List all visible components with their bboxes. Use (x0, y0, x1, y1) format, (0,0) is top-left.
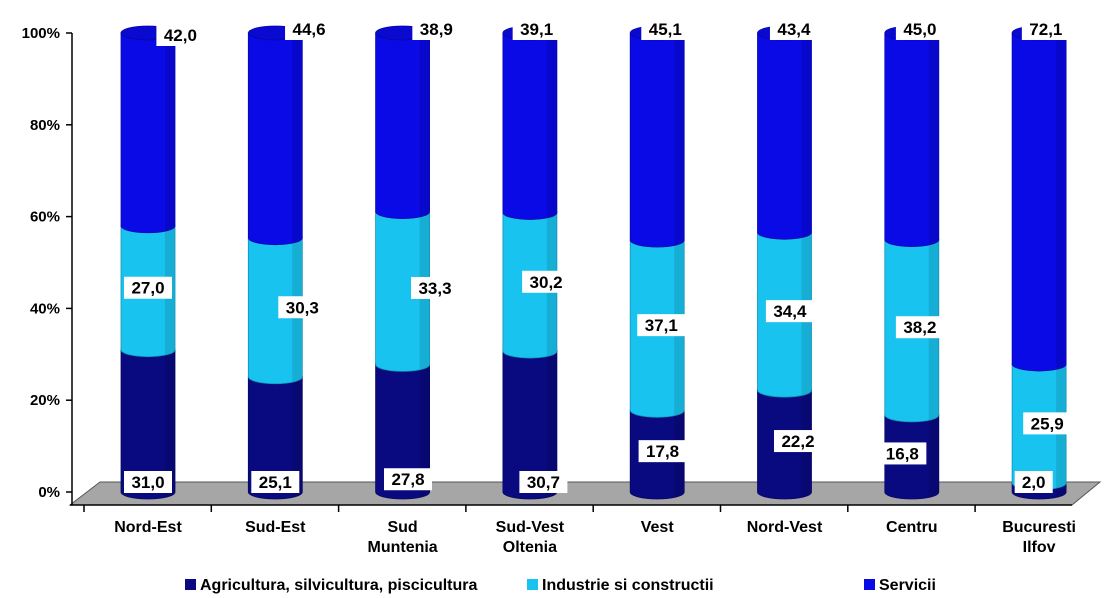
y-tick-label: 100% (22, 25, 60, 42)
legend-swatch (864, 579, 875, 590)
data-label: 43,4 (777, 20, 811, 39)
x-tick-label: Ilfov (1023, 539, 1056, 556)
data-label-bg (251, 471, 300, 493)
data-label-bg (769, 18, 818, 40)
data-label-bg (1021, 18, 1070, 40)
data-label-bg (384, 468, 432, 491)
bar-shade (546, 33, 557, 219)
y-tick-label: 60% (30, 209, 60, 226)
x-tick-label: Bucuresti (1002, 519, 1076, 536)
data-label: 31,0 (131, 473, 164, 492)
data-label-bg (895, 18, 944, 40)
legend-swatch (185, 579, 196, 590)
bar-shade (1056, 33, 1067, 370)
data-label: 30,7 (527, 473, 560, 492)
data-label-bg (522, 270, 571, 293)
data-label: 38,9 (420, 20, 453, 39)
bar-shade (928, 414, 939, 498)
x-tick-label: Muntenia (367, 539, 437, 556)
data-label: 45,0 (903, 20, 936, 39)
bar-shade (801, 33, 812, 238)
data-label-bg (285, 18, 334, 40)
data-label: 39,1 (520, 20, 553, 39)
data-label: 37,1 (645, 316, 678, 335)
bar-shade (419, 33, 430, 218)
data-label: 27,8 (391, 470, 424, 489)
bar-shade (928, 33, 939, 246)
y-tick-label: 0% (38, 484, 60, 501)
data-label: 2,0 (1022, 473, 1046, 492)
data-label: 30,2 (530, 273, 563, 292)
x-tick-label: Sud (387, 519, 417, 536)
bar-shade (165, 33, 176, 232)
x-tick-label: Nord-Vest (747, 519, 823, 536)
data-label-bg (412, 18, 461, 40)
data-label-bg (411, 276, 459, 299)
data-label: 17,8 (646, 442, 679, 461)
x-tick-label: Sud-Est (245, 519, 306, 536)
data-label-bg (278, 296, 327, 319)
bar-shade (292, 33, 303, 244)
data-label-bg (124, 471, 172, 493)
y-tick-label: 80% (30, 117, 60, 134)
legend-label: Industrie si constructii (542, 577, 714, 594)
data-label: 45,1 (649, 20, 682, 39)
floor-plane (68, 481, 1102, 506)
legend-label: Servicii (879, 577, 936, 594)
data-label: 38,2 (903, 318, 936, 337)
y-tick-label: 40% (30, 300, 60, 317)
data-label: 42,0 (164, 26, 197, 45)
x-tick-label: Vest (641, 519, 675, 536)
data-label-bg (156, 24, 205, 46)
data-label-bg (765, 300, 814, 323)
data-label-bg (637, 314, 686, 337)
data-label-bg (641, 18, 690, 40)
data-label: 27,0 (131, 279, 164, 298)
data-label-bg (1023, 412, 1072, 435)
data-label-bg (519, 471, 568, 493)
x-tick-label: Sud-Vest (496, 519, 565, 536)
chart-floor (68, 481, 1102, 506)
data-label-bg (512, 18, 561, 40)
y-axis: 0% 20% 40% 60% 80% 100% (22, 25, 1072, 512)
data-label-bg (1014, 471, 1053, 493)
x-tick-label: Centru (886, 519, 938, 536)
data-label-bg (774, 430, 822, 453)
bar-shade (546, 351, 557, 498)
x-axis-labels: Nord-Est Sud-Est Sud Muntenia Sud-Vest Olteni… (114, 519, 1076, 556)
data-label-bg (638, 440, 687, 463)
legend: Agricultura, silvicultura, piscicultura I… (185, 577, 936, 594)
data-label: 33,3 (418, 279, 451, 298)
bar-shade (674, 33, 685, 246)
data-label: 25,1 (259, 473, 292, 492)
bar-shade (419, 364, 430, 498)
data-label: 25,9 (1031, 414, 1064, 433)
legend-swatch (527, 579, 538, 590)
data-label: 22,2 (781, 432, 814, 451)
legend-label: Agricultura, silvicultura, piscicultura (200, 577, 478, 594)
data-labels: 31,0 27,0 42,0 25,1 30,3 44,6 27,8 33,3 38,9 30,7… (124, 18, 1072, 493)
data-label: 16,8 (886, 444, 919, 463)
bar-shade (165, 349, 176, 498)
data-label-bg (895, 316, 944, 339)
data-label: 34,4 (773, 302, 807, 321)
data-label: 44,6 (293, 20, 326, 39)
data-label-bg (124, 276, 172, 299)
data-label: 72,1 (1029, 20, 1062, 39)
bars (120, 25, 1067, 500)
x-tick-label: Oltenia (503, 539, 557, 556)
x-tick-label: Nord-Est (114, 519, 182, 536)
y-tick-label: 20% (30, 392, 60, 409)
data-label: 30,3 (286, 298, 319, 317)
data-label-bg (878, 442, 927, 465)
bar-shade (292, 376, 303, 498)
